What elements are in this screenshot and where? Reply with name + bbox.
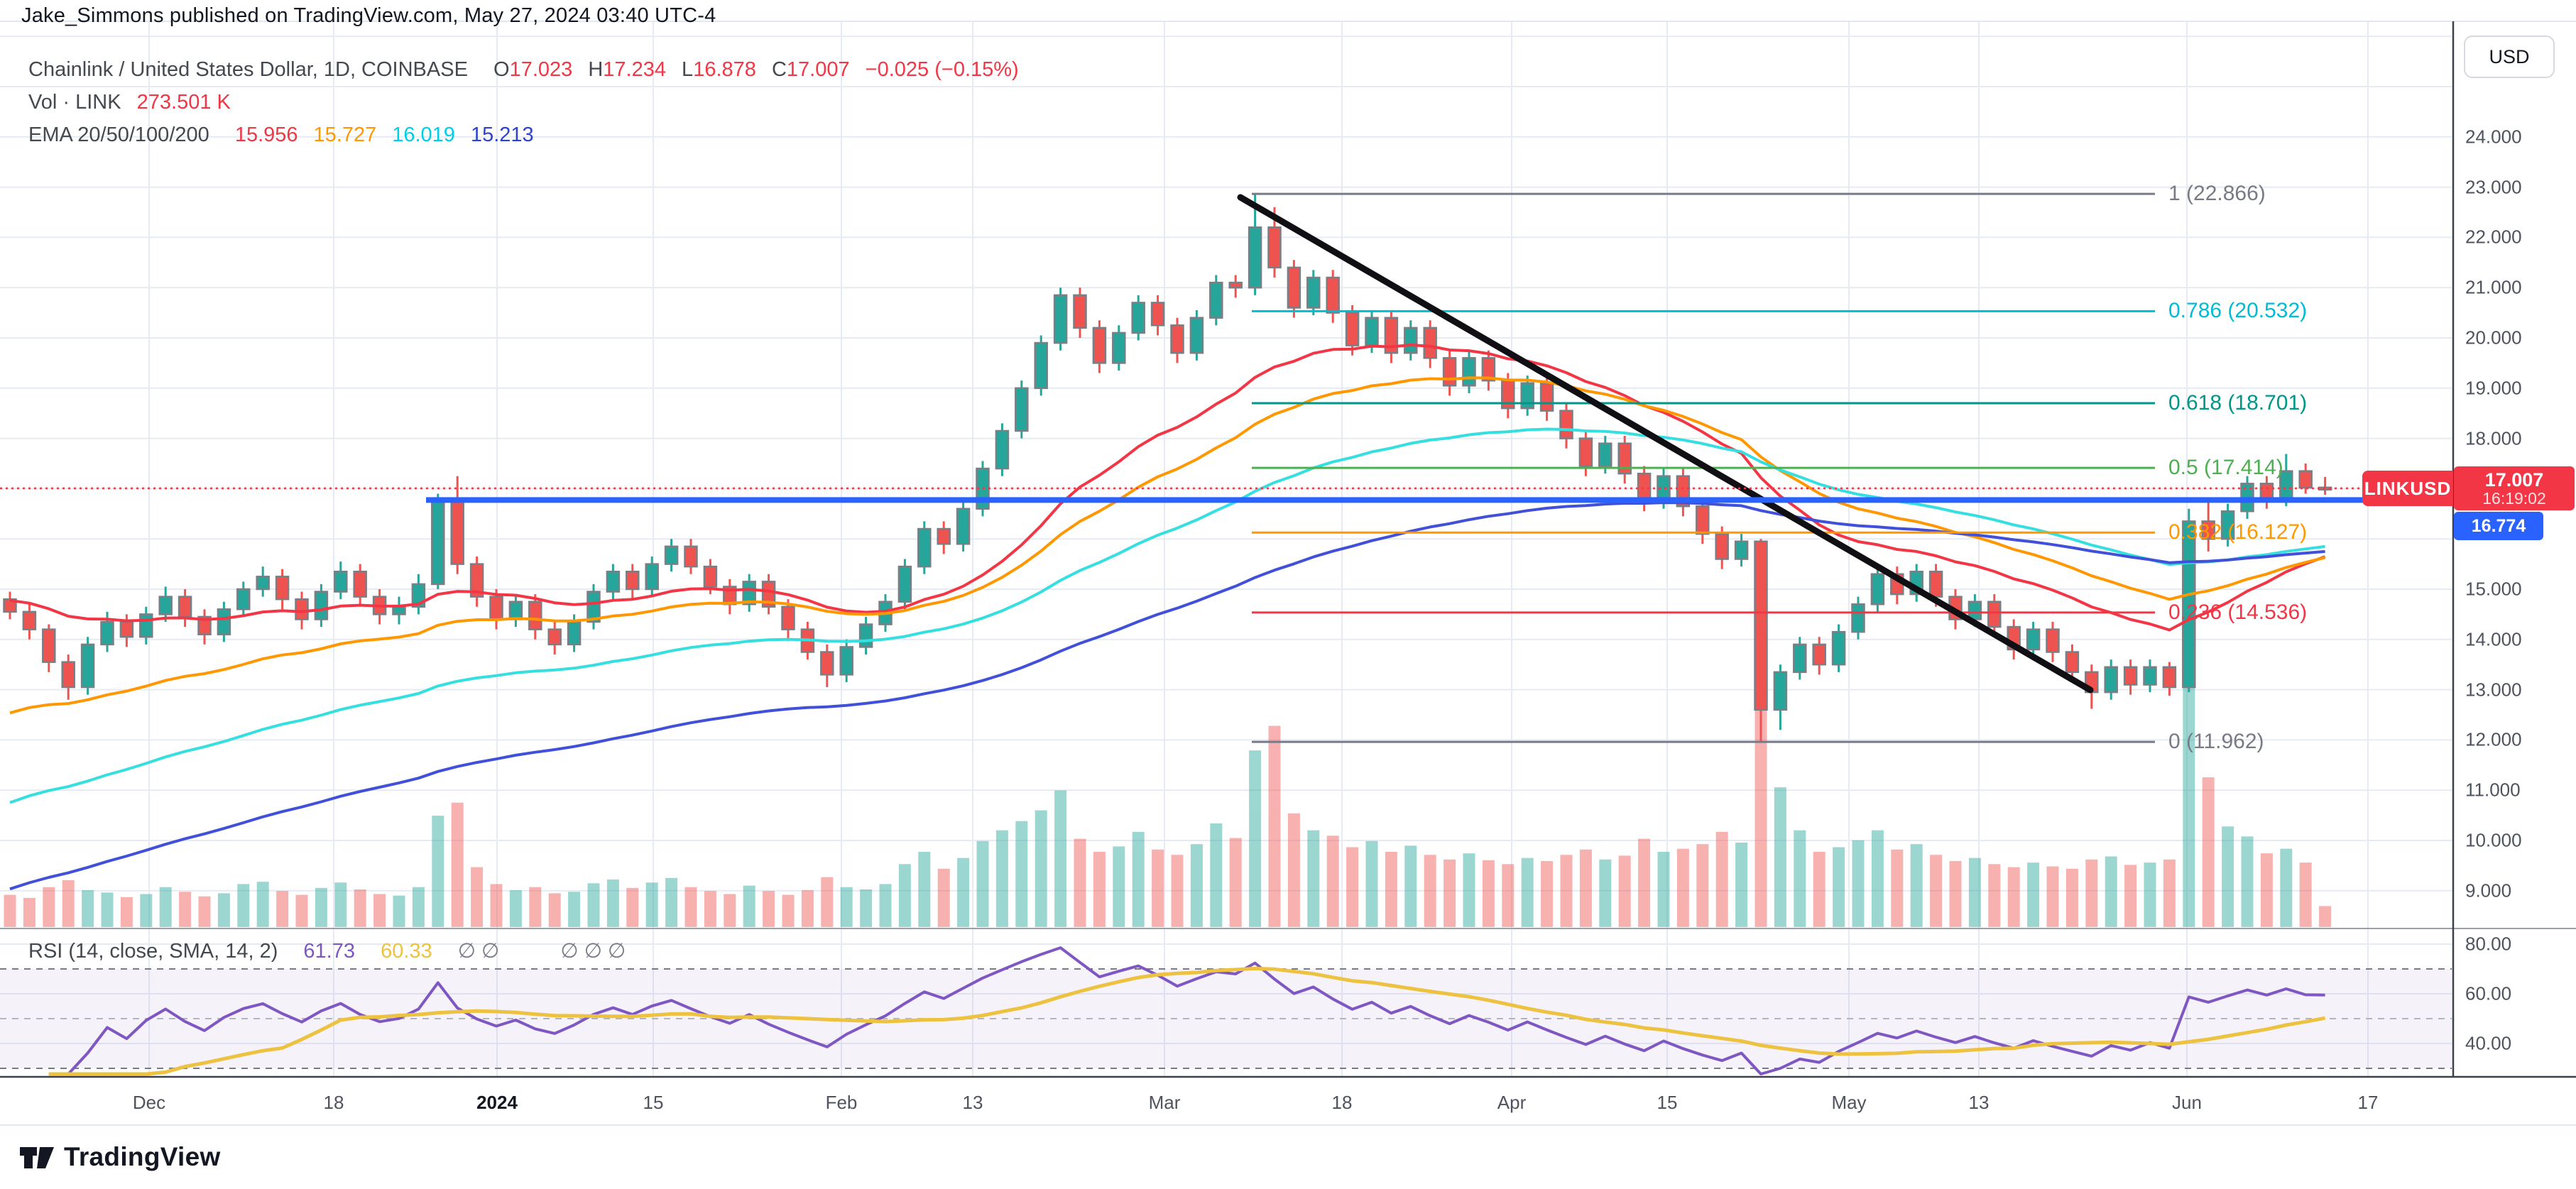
volume-label: Vol · LINK [28, 91, 121, 114]
fib-retracement [1252, 192, 2155, 743]
time-tick-label: Feb [825, 1092, 858, 1113]
time-tick-label: 18 [323, 1092, 344, 1113]
fib-level-label[interactable]: 1 (22.866) [2168, 182, 2266, 206]
time-tick-label: Dec [132, 1092, 166, 1113]
currency-toggle-button[interactable]: USD [2464, 35, 2555, 78]
fib-level-label[interactable]: 0.786 (20.532) [2168, 299, 2308, 323]
fib-level-label[interactable]: 0.236 (14.536) [2168, 600, 2308, 624]
ohlc-open-key: O [493, 58, 510, 81]
ema-label: EMA 20/50/100/200 [28, 124, 209, 146]
ema-legend-value: 15.956 [234, 124, 298, 146]
price-tick-label: 13.000 [2465, 679, 2522, 701]
last-price-badge[interactable]: 17.007 16:19:02 [2454, 466, 2575, 510]
volume-value: 273.501 K [136, 91, 231, 114]
price-tick-label: 24.000 [2465, 126, 2522, 148]
tradingview-logo-icon [20, 1147, 54, 1168]
rsi-tick-label: 60.00 [2465, 982, 2512, 1004]
ema-line [9, 501, 2325, 891]
rsi-empty-values: ∅ ∅ [457, 940, 500, 963]
price-tick-label: 12.000 [2465, 728, 2522, 750]
time-tick-label: 2024 [476, 1092, 518, 1113]
price-tick-label: 10.000 [2465, 829, 2522, 851]
attribution-header: Jake_Simmons published on TradingView.co… [21, 4, 716, 27]
ema-legend-value: 15.213 [470, 124, 534, 146]
candlesticks [3, 193, 2332, 743]
rsi-line [48, 946, 2325, 1075]
ohlc-high-value: 17.234 [603, 58, 666, 81]
time-tick-label: Apr [1497, 1092, 1527, 1113]
ohlc-close-value: 17.007 [786, 58, 850, 81]
ema-line [9, 344, 2326, 632]
alert-price-badge[interactable]: 16.774 [2454, 512, 2543, 540]
ema-legend-value: 16.019 [392, 124, 455, 146]
price-tick-label: 11.000 [2465, 779, 2521, 801]
ema-line [9, 376, 2326, 715]
last-price-value: 17.007 [2484, 469, 2544, 491]
volume-legend-row[interactable]: Vol · LINK 273.501 K [28, 92, 1019, 113]
chart-legend: Chainlink / United States Dollar, 1D, CO… [28, 60, 1019, 158]
ema-line [9, 427, 2325, 804]
fib-level-label[interactable]: 0.5 (17.414) [2168, 456, 2283, 480]
rsi-value: 61.73 [303, 940, 355, 963]
rsi-sma-line [48, 966, 2326, 1076]
fib-level-label[interactable]: 0 (11.962) [2168, 730, 2264, 754]
fib-level-label[interactable]: 0.382 (16.127) [2168, 520, 2308, 544]
ohlc-high-key: H [588, 58, 604, 81]
rsi-sma-value: 60.33 [381, 940, 432, 963]
tradingview-logo-text: TradingView [64, 1142, 221, 1171]
volume-bars [4, 664, 2332, 927]
rsi-legend-row[interactable]: RSI (14, close, SMA, 14, 2) 61.73 60.33 … [28, 938, 626, 963]
time-tick-label: 17 [2357, 1092, 2379, 1113]
symbol-title: Chainlink / United States Dollar, 1D, CO… [28, 58, 468, 81]
time-tick-label: 15 [643, 1092, 664, 1113]
time-tick-label: Mar [1148, 1092, 1181, 1113]
rsi-tick-label: 40.00 [2465, 1032, 2512, 1054]
rsi-tick-label: 80.00 [2465, 933, 2512, 955]
price-tick-label: 21.000 [2465, 276, 2522, 298]
rsi-empty-values-2: ∅ ∅ ∅ [560, 940, 626, 963]
time-tick-label: 13 [962, 1092, 983, 1113]
change-value: −0.025 (−0.15%) [865, 58, 1019, 81]
rsi-title: RSI (14, close, SMA, 14, 2) [28, 940, 278, 963]
ema-values: 15.956 15.727 16.019 15.213 [235, 124, 550, 146]
price-tick-label: 20.000 [2465, 327, 2522, 349]
time-tick-label: 13 [1968, 1092, 1990, 1113]
ohlc-open-value: 17.023 [509, 58, 573, 81]
price-tick-label: 23.000 [2465, 176, 2522, 198]
time-tick-label: 18 [1331, 1092, 1353, 1113]
symbol-price-marker: LINKUSD [2362, 471, 2453, 506]
price-tick-label: 15.000 [2465, 578, 2522, 600]
time-tick-label: 15 [1657, 1092, 1678, 1113]
trend-line [1237, 194, 2094, 694]
tradingview-logo[interactable]: TradingView [18, 1139, 221, 1176]
price-tick-label: 14.000 [2465, 628, 2522, 650]
ohlc-close-key: C [771, 58, 787, 81]
time-tick-label: Jun [2172, 1092, 2202, 1113]
ohlc-low-value: 16.878 [693, 58, 756, 81]
ema-legend-row[interactable]: EMA 20/50/100/200 15.956 15.727 16.019 15.2… [28, 125, 1019, 146]
price-tick-label: 18.000 [2465, 427, 2522, 449]
price-tick-label: 19.000 [2465, 377, 2522, 399]
fib-level-label[interactable]: 0.618 (18.701) [2168, 390, 2308, 415]
price-tick-label: 22.000 [2465, 226, 2522, 248]
time-tick-label: May [1831, 1092, 1867, 1113]
ohlc-low-key: L [682, 58, 694, 81]
bar-countdown: 16:19:02 [2482, 489, 2546, 508]
ema-legend-value: 15.727 [313, 124, 377, 146]
price-tick-label: 9.000 [2465, 880, 2512, 902]
symbol-legend-row[interactable]: Chainlink / United States Dollar, 1D, CO… [28, 60, 1019, 80]
